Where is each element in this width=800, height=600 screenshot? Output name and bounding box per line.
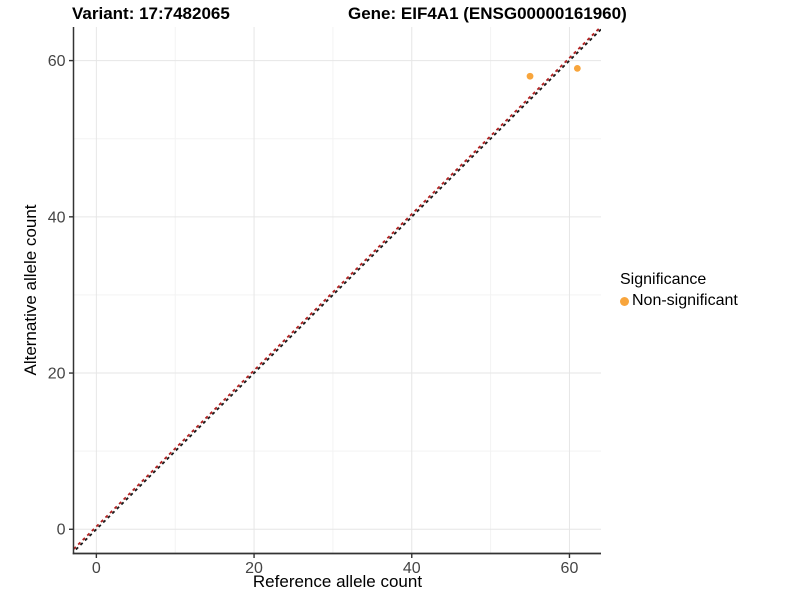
legend-item: Non-significant <box>620 292 738 310</box>
legend-title: Significance <box>620 271 707 288</box>
x-tick-label-60: 60 <box>561 560 579 577</box>
x-axis-title: Reference allele count <box>252 572 423 591</box>
legend: Significance Non-significant <box>620 271 738 310</box>
y-tick-label-0: 0 <box>57 522 66 539</box>
legend-point-icon <box>620 296 629 306</box>
x-tick-label-20: 20 <box>245 560 263 577</box>
identity-line-red <box>73 27 601 551</box>
plot-title-variant: Variant: 17:7482065 <box>72 4 230 23</box>
y-axis-title: Alternative allele count <box>21 204 40 376</box>
identity-line-black <box>73 28 601 554</box>
legend-item-label: Non-significant <box>632 292 738 309</box>
y-tick-label-20: 20 <box>48 365 66 382</box>
y-tick-label-60: 60 <box>48 53 66 70</box>
plot-title-gene: Gene: EIF4A1 (ENSG00000161960) <box>348 4 627 23</box>
x-tick-label-0: 0 <box>92 560 101 577</box>
x-tick-label-40: 40 <box>403 560 421 577</box>
data-point <box>573 65 581 72</box>
data-point <box>526 72 534 80</box>
y-tick-label-40: 40 <box>48 209 66 226</box>
